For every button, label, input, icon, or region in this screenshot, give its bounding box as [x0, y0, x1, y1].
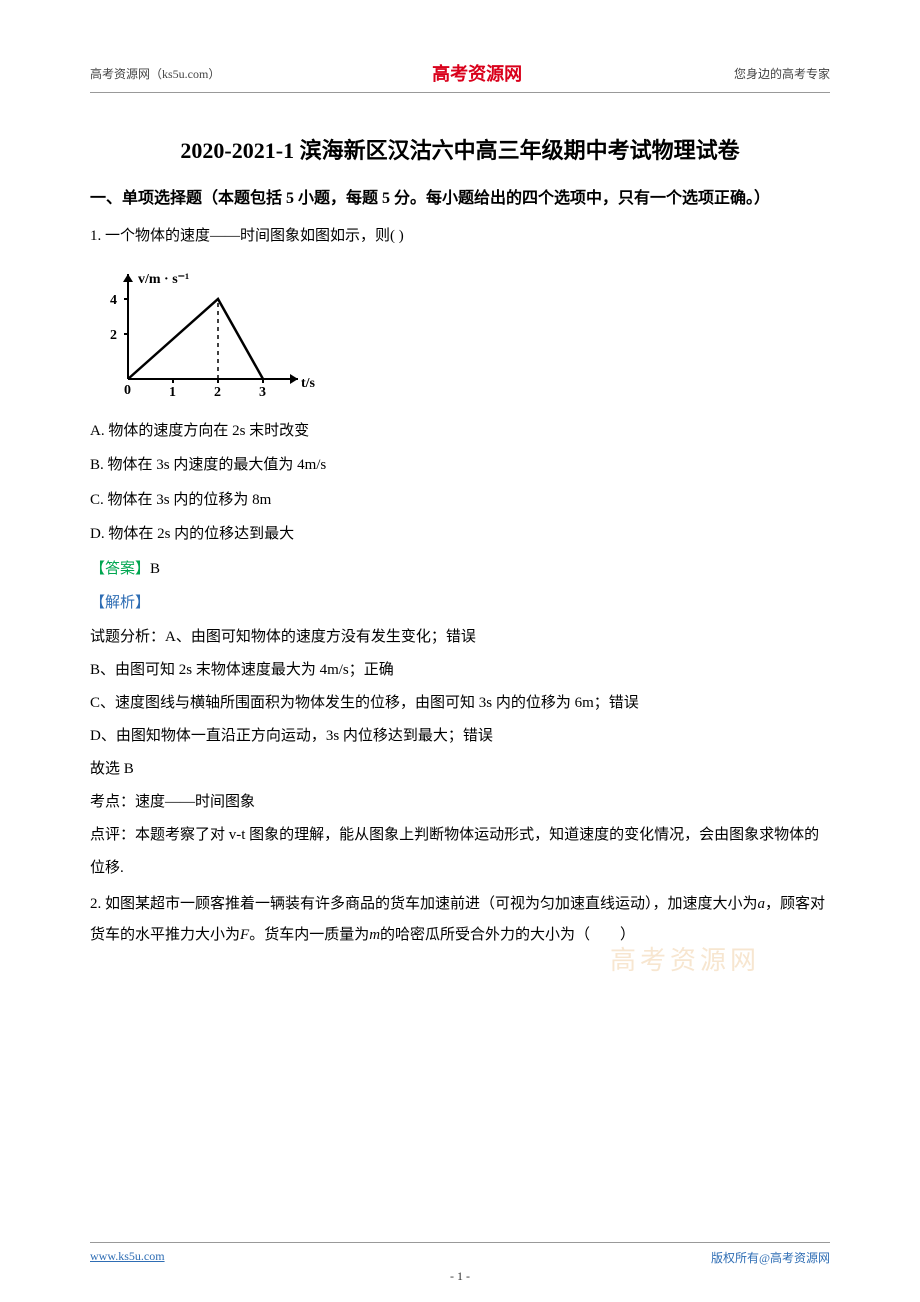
document-page: 高考资源网（ks5u.com） 高考资源网 您身边的高考专家 2020-2021…: [0, 0, 920, 1302]
analysis-line-5: 故选 B: [90, 753, 830, 786]
y-axis-arrow-icon: [123, 274, 133, 282]
q2-stem-part4: 的哈密瓜所受合外力的大小为（ ）: [380, 927, 635, 943]
q1-option-c: C. 物体在 3s 内的位移为 8m: [90, 483, 830, 518]
section-heading: 一、单项选择题（本题包括 5 小题，每题 5 分。每小题给出的四个选项中，只有一…: [90, 183, 830, 215]
ytick-label-2: 2: [110, 328, 117, 343]
xtick-label-0: 0: [124, 383, 131, 398]
q1-option-a: A. 物体的速度方向在 2s 末时改变: [90, 414, 830, 449]
y-axis-label: v/m · s⁻¹: [138, 272, 189, 287]
q1-answer-row: 【答案】B: [90, 552, 830, 587]
footer-url[interactable]: www.ks5u.com: [90, 1249, 165, 1264]
header-right: 您身边的高考专家: [734, 65, 830, 82]
vt-line: [128, 299, 263, 379]
header-center-logo-text: 高考资源网: [432, 60, 522, 86]
q2-var-a: a: [758, 896, 766, 912]
header-left: 高考资源网（ks5u.com）: [90, 65, 220, 82]
analysis-line-2: B、由图可知 2s 末物体速度最大为 4m/s；正确: [90, 654, 830, 687]
page-number: - 1 -: [0, 1269, 920, 1284]
vt-chart-svg: 2 4 0 1 2 3 v/m · s⁻¹ t/s: [98, 259, 318, 399]
analysis-line-1: 试题分析：A、由图可知物体的速度方没有发生变化；错误: [90, 621, 830, 654]
q1-stem: 1. 一个物体的速度——时间图象如图如示，则( ): [90, 221, 830, 253]
x-axis-arrow-icon: [290, 374, 298, 384]
analysis-line-4: D、由图知物体一直沿正方向运动，3s 内位移达到最大；错误: [90, 720, 830, 753]
xtick-label-3: 3: [259, 385, 266, 399]
xtick-label-1: 1: [169, 385, 176, 399]
analysis-line-7: 点评：本题考察了对 v-t 图象的理解，能从图象上判断物体运动形式，知道速度的变…: [90, 819, 830, 885]
q2-stem-part1: 2. 如图某超市一顾客推着一辆装有许多商品的货车加速前进（可视为匀加速直线运动）…: [90, 896, 758, 912]
q2-var-F: F: [240, 927, 249, 943]
answer-label: 【答案】: [90, 561, 150, 577]
answer-value: B: [150, 561, 160, 577]
analysis-label: 【解析】: [90, 586, 830, 621]
footer-copyright: 版权所有@高考资源网: [711, 1249, 830, 1266]
q2-var-m: m: [369, 927, 380, 943]
q2-stem: 2. 如图某超市一顾客推着一辆装有许多商品的货车加速前进（可视为匀加速直线运动）…: [90, 889, 830, 952]
q1-option-d: D. 物体在 2s 内的位移达到最大: [90, 517, 830, 552]
q1-option-b: B. 物体在 3s 内速度的最大值为 4m/s: [90, 448, 830, 483]
document-title: 2020-2021-1 滨海新区汉沽六中高三年级期中考试物理试卷: [90, 133, 830, 165]
q1-vt-chart: 2 4 0 1 2 3 v/m · s⁻¹ t/s: [98, 259, 830, 404]
q2-stem-part3: 。货车内一质量为: [249, 927, 369, 943]
page-header: 高考资源网（ks5u.com） 高考资源网 您身边的高考专家: [90, 60, 830, 93]
ytick-label-4: 4: [110, 293, 117, 308]
page-footer: www.ks5u.com 版权所有@高考资源网: [90, 1242, 830, 1266]
xtick-label-2: 2: [214, 385, 221, 399]
analysis-line-3: C、速度图线与横轴所围面积为物体发生的位移，由图可知 3s 内的位移为 6m；错…: [90, 687, 830, 720]
analysis-line-6: 考点：速度——时间图象: [90, 786, 830, 819]
x-axis-label: t/s: [301, 376, 316, 391]
